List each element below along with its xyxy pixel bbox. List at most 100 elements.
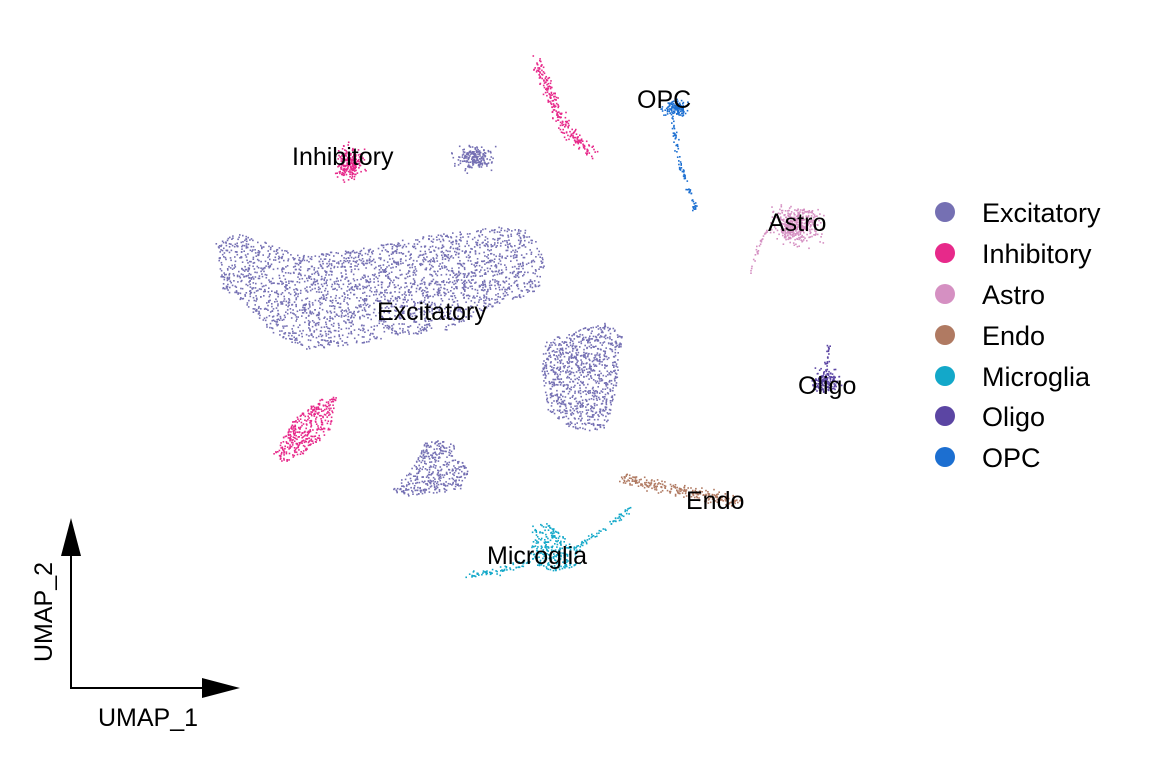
scatter-point	[568, 365, 571, 368]
scatter-point	[414, 479, 417, 481]
scatter-point	[524, 239, 526, 242]
scatter-point	[299, 341, 301, 343]
scatter-point	[302, 414, 305, 416]
scatter-point	[517, 232, 519, 234]
scatter-point	[349, 153, 352, 156]
scatter-point	[521, 290, 523, 292]
scatter-point	[298, 259, 300, 261]
scatter-point	[258, 275, 261, 277]
scatter-point	[471, 162, 474, 164]
scatter-point	[383, 311, 385, 314]
scatter-point	[320, 326, 323, 329]
scatter-point	[485, 296, 488, 298]
scatter-point	[576, 364, 578, 367]
scatter-point	[595, 345, 597, 348]
scatter-point	[282, 441, 285, 443]
scatter-point	[601, 335, 603, 338]
scatter-point	[473, 246, 476, 248]
scatter-point	[294, 437, 297, 440]
scatter-point	[416, 489, 418, 492]
scatter-point	[593, 414, 595, 416]
scatter-point	[275, 253, 277, 255]
scatter-point	[454, 250, 456, 253]
scatter-point	[261, 247, 263, 249]
scatter-point	[551, 395, 553, 398]
scatter-point	[351, 177, 353, 179]
scatter-point	[368, 281, 371, 284]
scatter-point	[269, 299, 271, 302]
scatter-point	[365, 279, 367, 281]
scatter-point	[329, 278, 332, 281]
scatter-point	[227, 237, 230, 240]
scatter-point	[412, 245, 414, 248]
scatter-point	[306, 434, 309, 436]
scatter-point	[458, 156, 461, 159]
scatter-point	[358, 300, 361, 302]
scatter-point	[507, 228, 509, 230]
scatter-point	[285, 441, 288, 443]
scatter-point	[525, 263, 528, 266]
scatter-point	[472, 311, 475, 313]
scatter-point	[561, 122, 563, 125]
scatter-point	[578, 139, 581, 142]
scatter-point	[263, 295, 265, 297]
scatter-point	[597, 374, 599, 376]
scatter-point	[460, 320, 463, 323]
scatter-point	[228, 274, 230, 276]
scatter-point	[412, 246, 415, 249]
scatter-point	[290, 445, 293, 448]
scatter-point	[464, 273, 466, 275]
scatter-point	[254, 308, 256, 310]
scatter-point	[343, 315, 345, 317]
scatter-point	[240, 287, 242, 290]
scatter-point	[408, 472, 411, 475]
scatter-point	[336, 342, 338, 344]
scatter-point	[302, 312, 305, 314]
scatter-point	[351, 169, 353, 172]
scatter-point	[346, 162, 348, 164]
scatter-point	[511, 266, 514, 268]
scatter-point	[517, 230, 520, 232]
scatter-point	[478, 166, 481, 168]
scatter-point	[405, 489, 407, 491]
scatter-point	[478, 264, 481, 267]
scatter-point	[520, 289, 523, 292]
scatter-point	[282, 336, 285, 338]
scatter-point	[445, 266, 448, 268]
scatter-point	[346, 336, 349, 338]
scatter-point	[436, 448, 438, 450]
scatter-point	[596, 352, 599, 354]
scatter-point	[241, 298, 244, 300]
scatter-point	[422, 449, 425, 452]
scatter-point	[507, 245, 509, 248]
scatter-point	[447, 305, 450, 307]
scatter-point	[348, 283, 350, 285]
scatter-point	[317, 406, 320, 408]
scatter-point	[605, 408, 607, 411]
scatter-point	[504, 288, 506, 291]
scatter-point	[317, 317, 320, 319]
scatter-point	[438, 453, 440, 455]
scatter-point	[559, 361, 562, 363]
scatter-point	[260, 244, 262, 247]
scatter-point	[274, 291, 276, 294]
scatter-point	[427, 444, 429, 447]
scatter-point	[593, 418, 596, 421]
scatter-point	[346, 151, 348, 153]
scatter-point	[385, 274, 387, 277]
scatter-point	[582, 327, 585, 330]
scatter-point	[572, 136, 574, 138]
scatter-point	[591, 157, 594, 160]
scatter-point	[298, 281, 301, 284]
scatter-point	[574, 130, 576, 132]
scatter-point	[555, 393, 558, 396]
scatter-point	[563, 399, 566, 402]
scatter-point	[422, 294, 424, 297]
scatter-point	[296, 421, 299, 424]
scatter-point	[453, 488, 455, 490]
scatter-point	[435, 306, 437, 308]
scatter-point	[309, 330, 311, 332]
scatter-point	[304, 274, 306, 277]
scatter-point	[293, 291, 296, 293]
scatter-point	[354, 260, 356, 263]
